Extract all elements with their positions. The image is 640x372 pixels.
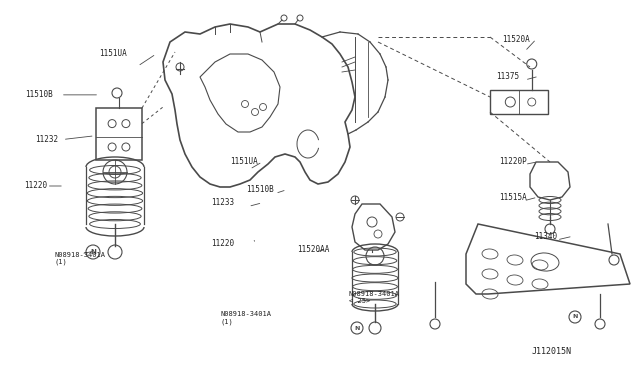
Text: 11220: 11220 xyxy=(211,239,234,248)
Text: J112015N: J112015N xyxy=(531,347,571,356)
Text: N: N xyxy=(355,326,360,330)
Text: 11520AA: 11520AA xyxy=(298,245,330,254)
Text: N08918-3401A
(1): N08918-3401A (1) xyxy=(54,252,106,265)
Text: 11375: 11375 xyxy=(496,72,519,81)
Text: 11515A: 11515A xyxy=(499,193,527,202)
Text: N: N xyxy=(572,314,578,320)
Text: 11510B: 11510B xyxy=(26,90,53,99)
Text: 11340: 11340 xyxy=(534,232,557,241)
Text: 11520A: 11520A xyxy=(502,35,530,44)
Text: 1151UA: 1151UA xyxy=(230,157,258,166)
Text: N08918-3401A
< 25>: N08918-3401A < 25> xyxy=(349,291,400,304)
Text: 11220: 11220 xyxy=(24,182,47,190)
Text: 11510B: 11510B xyxy=(246,185,274,194)
Text: N: N xyxy=(90,249,96,255)
Text: 11220P: 11220P xyxy=(499,157,527,166)
Text: 11233: 11233 xyxy=(211,198,234,207)
Text: N08918-3401A
(1): N08918-3401A (1) xyxy=(221,311,272,325)
Text: 11232: 11232 xyxy=(35,135,58,144)
Text: 1151UA: 1151UA xyxy=(99,49,127,58)
